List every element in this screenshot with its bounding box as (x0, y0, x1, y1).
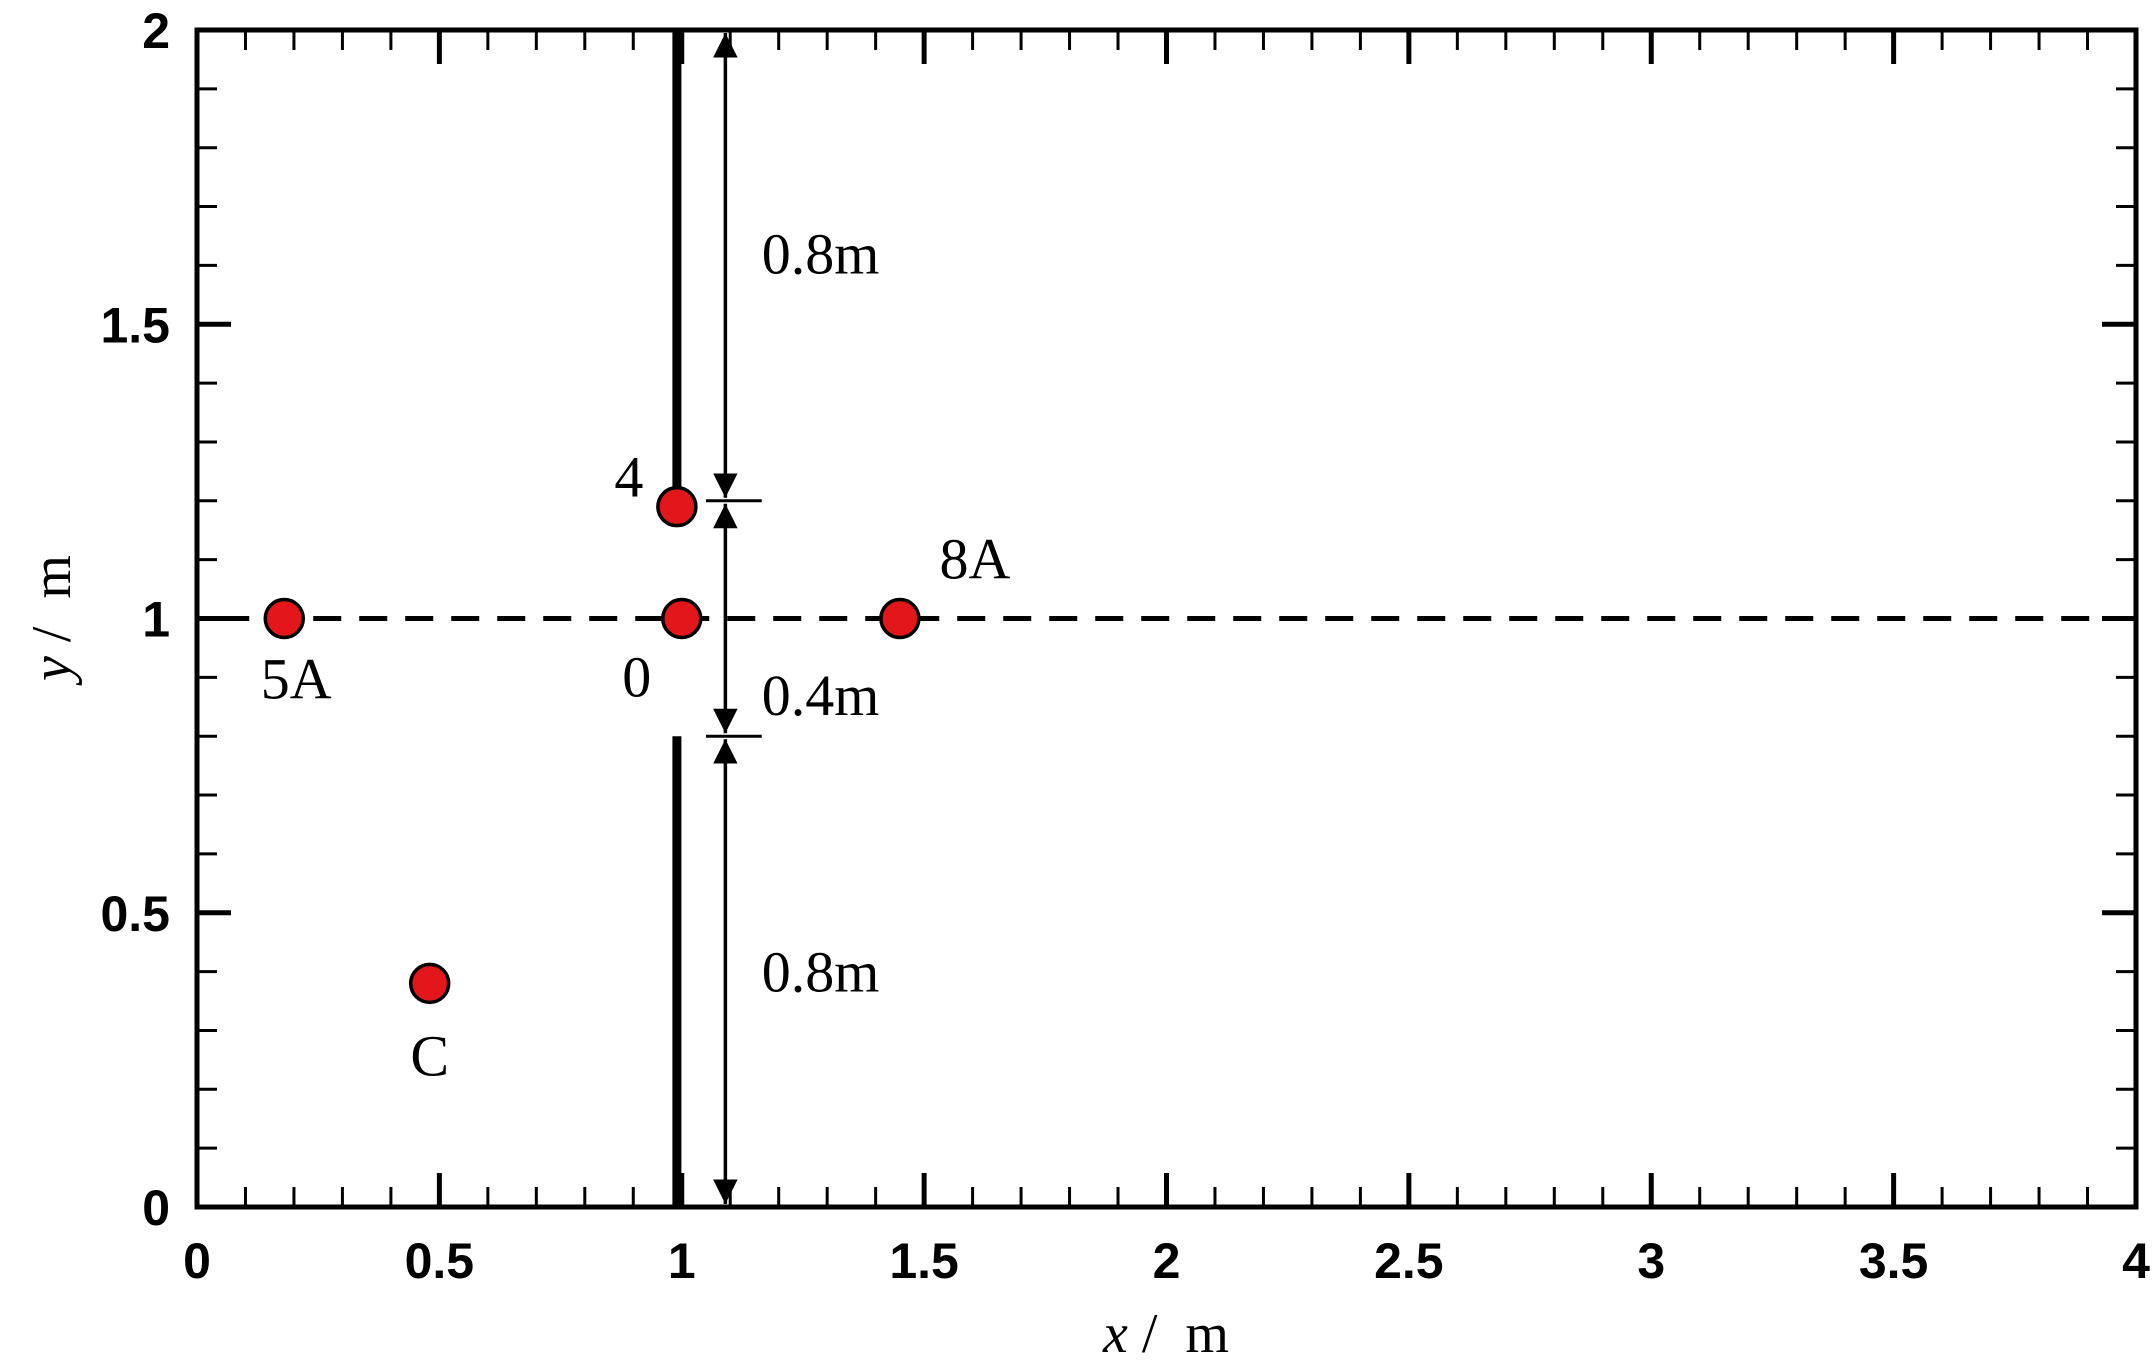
y-tick-label: 1 (142, 592, 170, 648)
x-tick-label: 2.5 (1374, 1233, 1444, 1289)
x-tick-label: 0.5 (405, 1233, 475, 1289)
y-tick-label: 1.5 (100, 297, 170, 353)
point-label: 5A (261, 647, 332, 712)
x-tick-label: 4 (2122, 1233, 2150, 1289)
x-axis-title: x / m (1102, 1303, 1229, 1365)
dimension-label: 0.4m (762, 663, 880, 728)
y-axis-var: y (21, 656, 83, 686)
y-tick-label: 0 (142, 1180, 170, 1236)
x-tick-label: 1 (668, 1233, 696, 1289)
y-tick-label: 0.5 (100, 886, 170, 942)
scatter-point (263, 597, 306, 640)
x-tick-label: 0 (183, 1233, 211, 1289)
scatter-point (656, 485, 698, 528)
y-axis-unit: m (21, 555, 83, 599)
point-label: 4 (614, 445, 643, 510)
dimension-label: 0.8m (762, 940, 880, 1005)
point-label: 8A (939, 527, 1010, 592)
y-axis-title: y / m (21, 555, 83, 686)
point-label: 0 (622, 645, 651, 710)
plot-frame (194, 27, 2139, 1210)
x-tick-label: 3 (1637, 1233, 1665, 1289)
x-tick-label: 3.5 (1859, 1233, 1929, 1289)
x-tick-label: 2 (1153, 1233, 1181, 1289)
scatter-point (661, 597, 703, 640)
x-axis-var: x (1102, 1303, 1128, 1365)
point-label: C (410, 1023, 449, 1088)
dimension-label: 0.8m (762, 222, 880, 287)
x-axis-unit: m (1185, 1303, 1229, 1365)
x-tick-label: 1.5 (889, 1233, 959, 1289)
y-tick-label: 2 (142, 3, 170, 59)
scatter-point (879, 597, 921, 640)
scatter-point (408, 962, 451, 1005)
